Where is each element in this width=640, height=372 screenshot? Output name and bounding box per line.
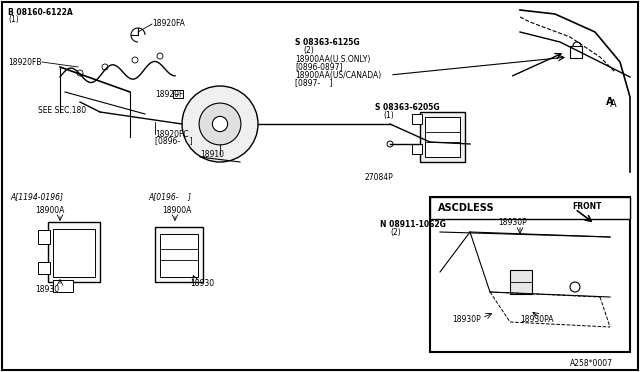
Text: (1): (1) [8,15,19,23]
Text: A[1194-0196]: A[1194-0196] [10,192,63,202]
Text: S 08363-6125G: S 08363-6125G [295,38,360,46]
Bar [510,270,532,294]
Bar [155,227,203,282]
Bar [48,222,100,282]
Circle shape [102,64,108,70]
Text: A[0196-    ]: A[0196- ] [148,192,191,202]
Text: A: A [610,99,616,109]
Text: (1): (1) [383,110,394,119]
Text: SEE SEC.180: SEE SEC.180 [38,106,86,115]
Circle shape [77,70,83,76]
Text: [0896-0897]: [0896-0897] [295,62,342,71]
Circle shape [570,282,580,292]
Bar [38,262,50,274]
Text: 18910: 18910 [200,150,224,158]
Circle shape [157,53,163,59]
Circle shape [182,86,258,162]
Text: A258*0007: A258*0007 [570,359,613,369]
Bar [53,280,73,292]
Text: 18900A: 18900A [162,205,191,215]
Text: [0897-    ]: [0897- ] [295,78,333,87]
Text: A: A [606,97,614,107]
Bar [430,197,630,219]
Text: B 08160-6122A: B 08160-6122A [8,7,73,16]
Text: 18930: 18930 [190,279,214,289]
Text: 18930PA: 18930PA [520,315,554,324]
Bar [570,46,582,58]
Circle shape [132,57,138,63]
Text: 18900AA(U.S.ONLY): 18900AA(U.S.ONLY) [295,55,371,64]
Text: FRONT: FRONT [572,202,602,211]
Text: 27084P: 27084P [365,173,394,182]
Text: 18930: 18930 [35,285,59,295]
Text: 18900A: 18900A [35,205,65,215]
Bar [412,114,422,124]
Bar [160,234,198,277]
Text: 18920F: 18920F [155,90,184,99]
Text: 18920FC: 18920FC [155,129,189,138]
Bar [173,90,183,98]
Text: (2): (2) [390,228,401,237]
Bar [53,229,95,277]
Text: (2): (2) [303,45,314,55]
Circle shape [199,103,241,145]
Bar [425,117,460,157]
Text: S 08363-6205G: S 08363-6205G [375,103,440,112]
Text: N 08911-1062G: N 08911-1062G [380,219,446,228]
Circle shape [212,116,228,132]
Circle shape [387,141,393,147]
Text: 18930P: 18930P [452,315,481,324]
Text: 18920FB: 18920FB [8,58,42,67]
Text: ASCDLESS: ASCDLESS [438,203,495,213]
Bar [38,230,50,244]
Text: 18920FA: 18920FA [152,19,185,28]
Bar [430,197,630,352]
Bar [420,112,465,162]
Bar [412,144,422,154]
Text: 18930P: 18930P [498,218,527,227]
Text: 18900AA(US/CANADA): 18900AA(US/CANADA) [295,71,381,80]
Text: [0896-    ]: [0896- ] [155,137,193,145]
